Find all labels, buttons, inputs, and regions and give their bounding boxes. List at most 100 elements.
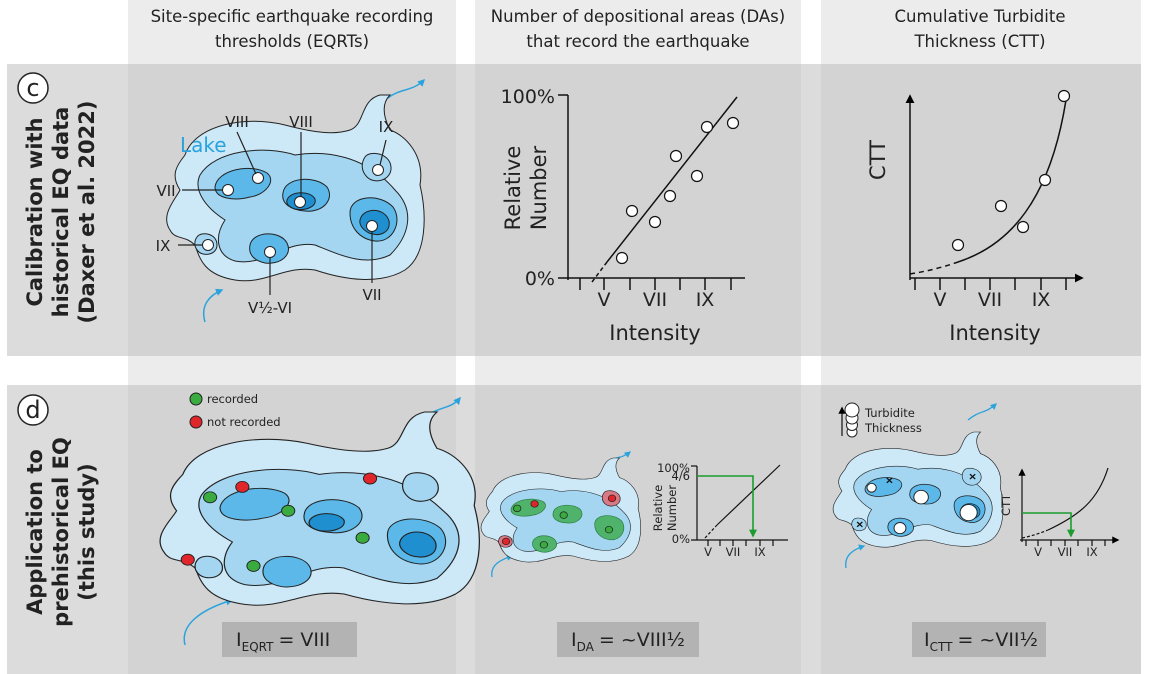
ctt-plot-g-circle bbox=[1040, 175, 1051, 186]
column-header-tspan: Site-specific earthquake recording bbox=[151, 7, 434, 26]
lake-map-g-g-circle bbox=[605, 526, 612, 533]
x-tick-label: VII bbox=[1058, 545, 1073, 559]
legend-label: TurbiditeThickness bbox=[864, 406, 922, 435]
y-axis-label-tspan: Number bbox=[665, 485, 679, 531]
lake-map-g-g-circle bbox=[203, 240, 214, 251]
x-tick-label: IX bbox=[1032, 289, 1051, 311]
y-axis-label: RelativeNumber bbox=[651, 485, 679, 532]
column-header-tspan: Cumulative Turbidite bbox=[895, 7, 1066, 26]
relative-number-plot-g-circle bbox=[728, 118, 739, 129]
lake-map-g-g-circle bbox=[236, 481, 249, 492]
lake-map-g-g-circle bbox=[265, 247, 276, 258]
result-tspan: = ~VIII½ bbox=[599, 629, 685, 651]
y-label-bottom: 0% bbox=[525, 268, 555, 290]
x-tick-label: V bbox=[704, 545, 712, 559]
lake-map-g-g-circle bbox=[894, 523, 906, 534]
lake-map-g-g-circle bbox=[363, 473, 376, 484]
result-tspan: = VIII bbox=[278, 629, 330, 651]
site-label: VIII bbox=[225, 113, 249, 131]
row-letter: d bbox=[25, 396, 40, 424]
relative-number-plot-g-circle bbox=[627, 206, 638, 217]
row-label-tspan: prehistorical EQ bbox=[49, 437, 73, 627]
site-label: VIII bbox=[289, 113, 313, 131]
lake-map-g-g-circle bbox=[295, 197, 306, 208]
ctt-plot-g-circle bbox=[996, 201, 1007, 212]
row-label-tspan: historical EQ data bbox=[49, 107, 73, 318]
lake-map-g-g-circle bbox=[502, 538, 509, 545]
site-label: IX bbox=[379, 118, 394, 136]
x-tick-label: VII bbox=[978, 289, 1002, 311]
site-label: VII bbox=[156, 182, 175, 200]
site-label: V½-VI bbox=[248, 299, 292, 317]
legend-label: recorded bbox=[207, 392, 258, 406]
relative-number-plot-g-circle bbox=[702, 122, 713, 133]
x-axis-label: Intensity bbox=[949, 321, 1040, 345]
row-label-tspan: Calibration with bbox=[23, 117, 47, 306]
y-axis-label: CTT bbox=[866, 140, 890, 180]
lake-map-g-g-circle bbox=[867, 483, 876, 492]
result-tspan: CTT bbox=[930, 640, 953, 654]
y-axis-label-tspan: Relative bbox=[501, 146, 525, 231]
x-tick-label: V bbox=[1034, 545, 1042, 559]
x-tick-label: V bbox=[934, 289, 947, 311]
column-header-tspan: thresholds (EQRTs) bbox=[215, 32, 369, 51]
result-tspan: = ~VII½ bbox=[957, 629, 1038, 651]
lake-map-g-g-circle bbox=[560, 512, 567, 519]
relative-number-plot-g-circle bbox=[692, 171, 703, 182]
lake-map-g bbox=[845, 403, 859, 437]
lake-map-g-g-circle bbox=[356, 532, 369, 543]
lake-map-g-path bbox=[309, 514, 344, 531]
ctt-plot-g-circle bbox=[953, 240, 964, 251]
site-label: IX bbox=[156, 237, 171, 255]
x-tick-label: VII bbox=[726, 545, 741, 559]
result-tspan: EQRT bbox=[242, 640, 274, 654]
row-label: Application toprehistorical EQ(this stud… bbox=[23, 437, 99, 627]
lake-map-g-g-circle bbox=[531, 501, 538, 508]
row-label-tspan: Application to bbox=[23, 449, 47, 615]
y-label-bottom: 0% bbox=[672, 532, 690, 546]
lake-map-g-g-circle bbox=[608, 495, 615, 502]
lake-map-g-g-circle bbox=[253, 173, 264, 184]
column-header-tspan: that record the earthquake bbox=[526, 32, 749, 51]
row-letter: c bbox=[26, 74, 39, 102]
figure: Site-specific earthquake recording thresh… bbox=[0, 0, 1149, 674]
x-tick-label: IX bbox=[1086, 545, 1097, 559]
lake-title: Lake bbox=[180, 133, 227, 157]
y-axis-label: CTT bbox=[999, 493, 1013, 516]
x-tick-label: V bbox=[598, 289, 611, 311]
x-tick-label: VII bbox=[643, 289, 667, 311]
y-axis-label-tspan: Number bbox=[527, 145, 551, 230]
y-label-top: 100% bbox=[501, 86, 555, 108]
column-header-tspan: Thickness (CTT) bbox=[913, 32, 1045, 51]
relative-number-plot-g-circle bbox=[617, 253, 628, 264]
site-label: VII bbox=[362, 286, 381, 304]
column-header-tspan: Number of depositional areas (DAs) bbox=[491, 7, 785, 26]
relative-number-plot-g-circle bbox=[665, 191, 676, 202]
lake-map-circle bbox=[190, 393, 202, 405]
legend-label-tspan: Thickness bbox=[864, 421, 922, 435]
lake-map-g-g-circle bbox=[540, 541, 547, 548]
lake-map-g-g-circle bbox=[914, 490, 929, 504]
legend-label-tspan: Turbidite bbox=[864, 406, 915, 420]
relative-number-plot-g-circle bbox=[650, 217, 661, 228]
lake-map-g-g-circle bbox=[282, 505, 295, 516]
legend-label: not recorded bbox=[207, 415, 281, 429]
lake-map-g-g-circle bbox=[223, 185, 234, 196]
lake-map-g-g-circle bbox=[247, 560, 260, 571]
lake-map-g-g-circle bbox=[181, 554, 194, 565]
lake-map-g-g-circle bbox=[367, 221, 378, 232]
row-label-tspan: (Daxer et al. 2022) bbox=[75, 101, 99, 324]
lake-map-circle bbox=[190, 416, 202, 428]
lake-map-g-g-circle bbox=[960, 505, 977, 521]
y-axis-label-tspan: Relative bbox=[651, 485, 665, 531]
row-label: Calibration withhistorical EQ data(Daxer… bbox=[23, 101, 99, 324]
ctt-plot-g-circle bbox=[1059, 91, 1070, 102]
ctt-plot-g-circle bbox=[1018, 222, 1029, 233]
x-tick-label: IX bbox=[754, 545, 765, 559]
background-rect bbox=[821, 64, 1141, 356]
x-axis-label: Intensity bbox=[609, 321, 700, 345]
result-tspan: DA bbox=[577, 640, 595, 654]
lake-map-g-g-circle bbox=[513, 505, 520, 512]
lake-map-g-g-circle bbox=[204, 492, 217, 503]
lake-map-g-g-circle bbox=[373, 165, 384, 176]
